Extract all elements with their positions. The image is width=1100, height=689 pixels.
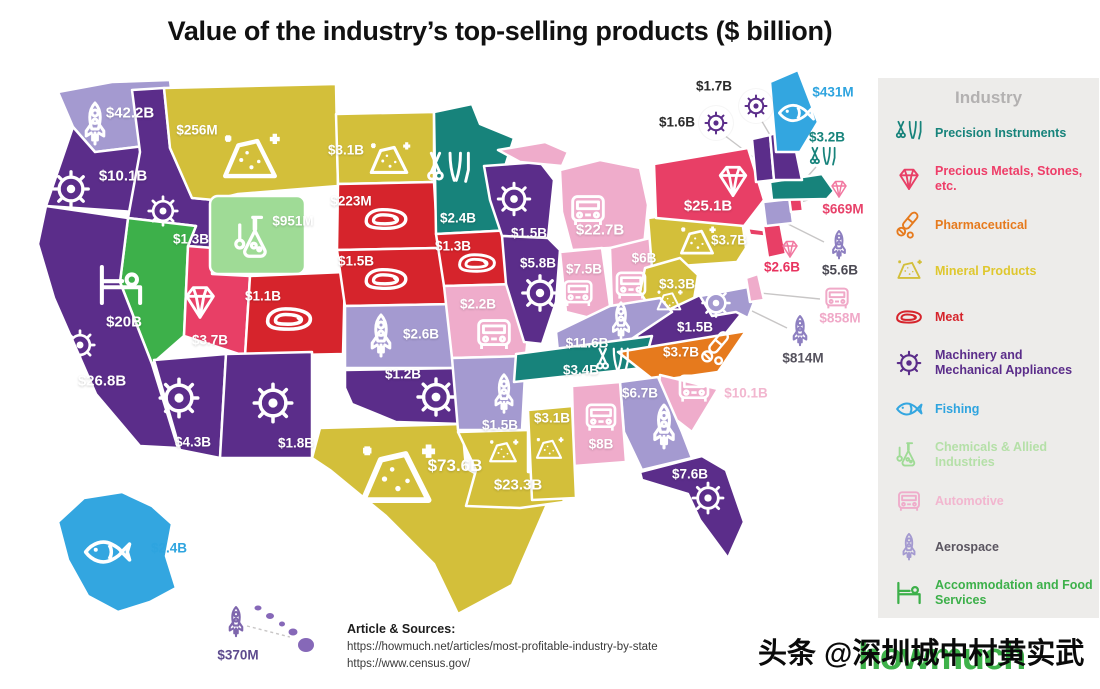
state-AK xyxy=(56,490,178,614)
state-MI xyxy=(558,158,650,252)
state-CA xyxy=(36,204,180,450)
state-IN xyxy=(558,246,612,320)
rocket-icon xyxy=(894,532,924,562)
state-SD xyxy=(335,180,440,252)
states xyxy=(36,68,836,652)
howmuch-logo: howmuch xyxy=(858,636,1026,678)
legend-label-meat: Meat xyxy=(935,309,964,324)
bed-icon xyxy=(894,578,924,608)
steak-icon xyxy=(894,302,924,332)
legend-label-metals: Precious Metals, Stones, etc. xyxy=(935,164,1083,193)
legend-label-fishing: Fishing xyxy=(935,401,980,416)
state-HI-islands xyxy=(254,605,314,652)
pills-icon xyxy=(894,210,924,240)
legend-item-machinery: Machinery and Mechanical Appliances xyxy=(894,348,1093,378)
state-ND xyxy=(334,110,436,186)
legend-panel: Industry Precision Instruments Precious M… xyxy=(878,78,1099,618)
state-KS xyxy=(343,302,460,370)
legend-item-fishing: Fishing xyxy=(894,394,1093,424)
fish-icon xyxy=(894,394,924,424)
sources-heading: Article & Sources: xyxy=(347,622,456,636)
legend-label-chemicals: Chemicals & Allied Industries xyxy=(935,440,1048,469)
legend-items: Precision Instruments Precious Metals, St… xyxy=(894,118,1093,608)
state-NE xyxy=(335,246,458,308)
legend-item-aerospace: Aerospace xyxy=(894,532,1093,562)
legend-label-pharma: Pharmaceutical xyxy=(935,217,1028,232)
legend-label-machinery: Machinery and Mechanical Appliances xyxy=(935,348,1073,377)
state-CO xyxy=(243,270,347,358)
state-WY xyxy=(208,194,307,276)
mineral-icon xyxy=(894,256,924,286)
legend-item-mineral: Mineral Products xyxy=(894,256,1093,286)
watermark-text: 头条 @深圳城中村黄实武 xyxy=(758,638,1085,670)
state-OK xyxy=(343,366,464,426)
source-url-1: https://howmuch.net/articles/most-profit… xyxy=(347,641,658,653)
legend-title: Industry xyxy=(954,88,1023,107)
legend-label-automotive: Automotive xyxy=(935,493,1004,508)
sources-footer: Article & Sources: https://howmuch.net/a… xyxy=(347,622,658,674)
state-ME xyxy=(768,68,820,154)
legend-label-accommodation: Accommodation and Food Services xyxy=(935,578,1093,607)
legend-label-aerospace: Aerospace xyxy=(935,539,999,554)
state-NJ xyxy=(761,220,788,260)
legend-item-meat: Meat xyxy=(894,302,1093,332)
state-CT xyxy=(761,197,795,228)
car-icon xyxy=(894,486,924,516)
state-NY xyxy=(652,146,766,228)
state-DE xyxy=(744,272,766,304)
state-AL xyxy=(570,380,628,468)
state-FL xyxy=(638,454,746,560)
legend-item-accommodation: Accommodation and Food Services xyxy=(894,578,1093,608)
legend-label-precision: Precision Instruments xyxy=(935,125,1067,140)
source-url-2: https://www.census.gov/ xyxy=(347,658,471,671)
legend-label-mineral: Mineral Products xyxy=(935,263,1037,278)
legend-item-automotive: Automotive xyxy=(894,486,1093,516)
tools-icon xyxy=(894,118,924,148)
state-NM xyxy=(218,350,314,460)
diamond-icon xyxy=(894,164,924,194)
state-MS xyxy=(526,404,578,502)
legend-item-metals: Precious Metals, Stones, etc. xyxy=(894,164,1093,194)
state-MT xyxy=(162,82,340,202)
watermark: howmuch 头条 @深圳城中村黄实武 xyxy=(758,626,1098,682)
state-MI-up xyxy=(496,140,570,168)
flask-icon xyxy=(894,440,924,470)
gear-icon xyxy=(894,348,924,378)
page-title: Value of the industry’s top-selling prod… xyxy=(167,16,833,46)
legend-item-pharma: Pharmaceutical xyxy=(894,210,1093,240)
legend-item-chemicals: Chemicals & Allied Industries xyxy=(894,440,1093,470)
legend-item-precision: Precision Instruments xyxy=(894,118,1093,148)
